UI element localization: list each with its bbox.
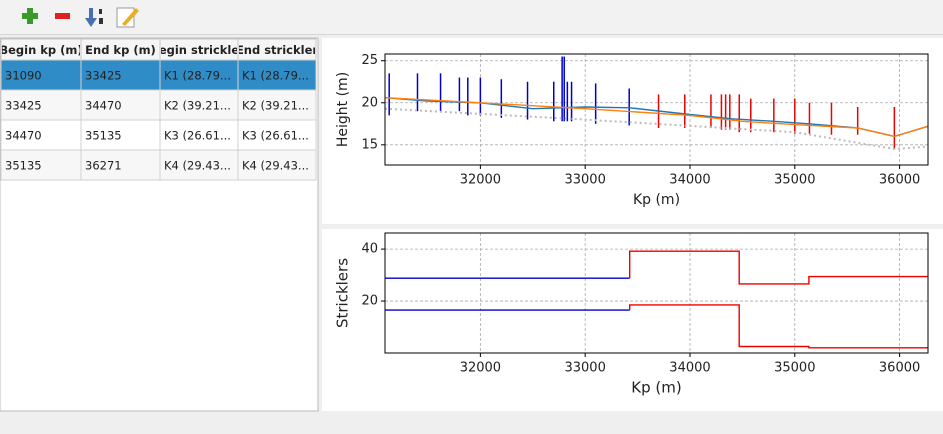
table-cell[interactable] <box>237 149 317 181</box>
table-cell[interactable] <box>80 89 161 121</box>
cell-text: K1 (28.79... <box>164 69 231 83</box>
x-tick-label: 36000 <box>879 361 920 376</box>
cell-text: K2 (39.21... <box>242 99 309 113</box>
column-header-label: Begin kp (m) <box>0 43 83 57</box>
chart-panel <box>322 229 943 411</box>
edit-button[interactable] <box>116 7 139 28</box>
column-header-label: End kp (m) <box>85 43 156 57</box>
x-axis-label: Kp (m) <box>631 379 681 397</box>
sort-button[interactable] <box>85 8 103 27</box>
cell-text: 35135 <box>5 159 42 173</box>
series-line <box>384 97 929 138</box>
x-axis-label: Kp (m) <box>633 192 680 208</box>
cell-text: 33425 <box>85 69 122 83</box>
cell-text: 31090 <box>5 69 42 83</box>
cell-text: K1 (28.79... <box>242 69 309 83</box>
y-axis-label: Height (m) <box>335 72 351 147</box>
cell-text: 34470 <box>5 129 42 143</box>
column-header-label: egin strickle <box>159 43 240 57</box>
plot-frame <box>384 53 929 166</box>
y-tick-label: 20 <box>361 294 378 309</box>
x-tick-label: 33000 <box>564 173 605 188</box>
cell-text: K2 (39.21... <box>164 99 231 113</box>
cell-text: 34470 <box>85 99 122 113</box>
y-tick-label: 40 <box>361 242 378 257</box>
table-cell[interactable] <box>159 119 239 151</box>
x-tick-label: 36000 <box>879 173 920 188</box>
cell-text: 33425 <box>5 99 42 113</box>
cell-text: K4 (29.43... <box>164 159 231 173</box>
y-tick-label: 20 <box>361 95 378 110</box>
table-cell[interactable] <box>80 119 161 151</box>
table-cell[interactable] <box>159 149 239 181</box>
add-button[interactable] <box>22 8 38 24</box>
x-tick-label: 32000 <box>460 361 501 376</box>
cell-text: K3 (26.61... <box>242 129 309 143</box>
x-tick-label: 33000 <box>564 361 605 376</box>
series-line <box>384 107 929 151</box>
toolbar <box>0 0 943 34</box>
x-tick-label: 34000 <box>669 173 710 188</box>
column-header-label: End strickler <box>236 43 318 57</box>
plot-frame <box>384 232 929 354</box>
chart-panel <box>322 38 943 224</box>
cell-text: K3 (26.61... <box>164 129 231 143</box>
series-line <box>629 250 928 285</box>
table-cell[interactable] <box>0 59 82 91</box>
charts: 32000 33000 34000 35000 36000 15 20 25 Kp (m) Hei… <box>334 53 929 397</box>
x-tick-label: 35000 <box>774 361 815 376</box>
remove-button[interactable] <box>55 13 70 19</box>
x-tick-label: 34000 <box>669 361 710 376</box>
x-tick-label: 32000 <box>460 173 501 188</box>
y-axis-label: Stricklers <box>334 258 352 328</box>
table-cell[interactable] <box>80 149 161 181</box>
table-cell[interactable] <box>0 149 82 181</box>
y-tick-label: 15 <box>361 137 378 152</box>
y-tick-label: 25 <box>361 53 378 68</box>
cell-text: 35135 <box>85 129 122 143</box>
table-cell[interactable] <box>159 59 239 91</box>
table-cell[interactable] <box>80 59 161 91</box>
cell-text: 36271 <box>85 159 122 173</box>
table-cell[interactable] <box>237 119 317 151</box>
series-line <box>629 304 928 349</box>
cell-text: K4 (29.43... <box>242 159 309 173</box>
table-cell[interactable] <box>0 119 82 151</box>
x-tick-label: 35000 <box>774 173 815 188</box>
